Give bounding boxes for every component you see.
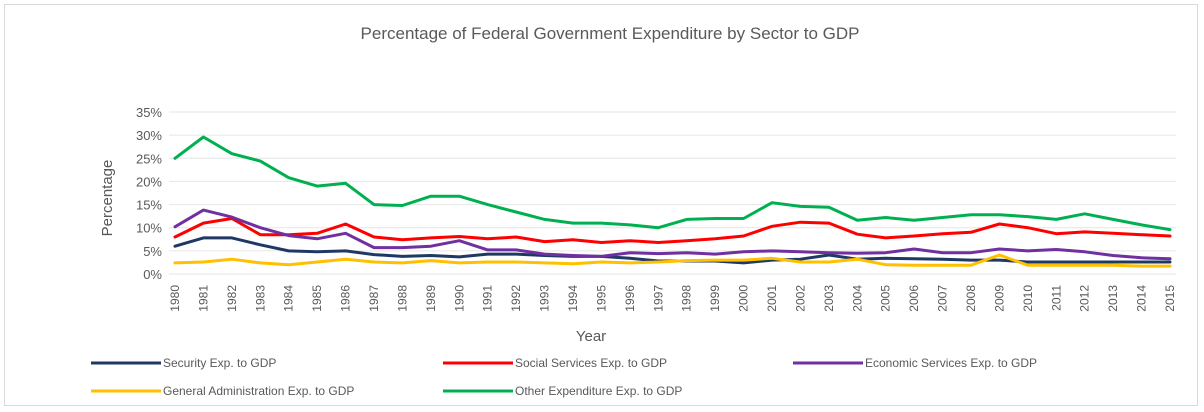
x-tick-label: 1984	[282, 285, 296, 312]
x-tick-label: 2011	[1049, 285, 1063, 311]
x-tick-label: 2010	[1021, 285, 1035, 312]
x-tick-label: 1997	[651, 285, 665, 312]
x-tick-label: 1988	[395, 285, 409, 312]
series-line	[173, 217, 1172, 244]
x-tick-label: 1994	[566, 285, 580, 312]
x-tick-label: 1986	[339, 285, 353, 312]
x-axis-title: Year	[576, 328, 606, 345]
x-tick-label: 1989	[424, 285, 438, 312]
y-tick-label: 10%	[136, 221, 162, 236]
x-tick-label: 1998	[680, 285, 694, 312]
x-tick-label: 2012	[1078, 285, 1092, 312]
x-tick-label: 1995	[594, 285, 608, 312]
series-line	[173, 135, 1172, 232]
x-tick-label: 2003	[822, 285, 836, 312]
x-tick-label: 2014	[1135, 285, 1149, 312]
x-tick-label: 1987	[367, 285, 381, 312]
x-tick-label: 2001	[765, 285, 779, 312]
x-tick-label: 2004	[850, 285, 864, 312]
chart-title: Percentage of Federal Government Expendi…	[361, 24, 860, 43]
x-tick-label: 2009	[992, 285, 1006, 312]
legend-label: General Administration Exp. to GDP	[163, 384, 354, 398]
x-tick-label: 1990	[452, 285, 466, 312]
x-tick-label: 1996	[623, 285, 637, 312]
x-tick-label: 2006	[907, 285, 921, 312]
series-lines	[173, 135, 1172, 268]
x-tick-label: 2007	[936, 285, 950, 312]
x-tick-label: 2013	[1106, 285, 1120, 312]
x-tick-label: 2008	[964, 285, 978, 312]
y-tick-label: 5%	[143, 244, 162, 259]
x-tick-label: 1991	[481, 285, 495, 312]
x-tick-label: 2000	[737, 285, 751, 312]
x-tick-label: 1985	[310, 285, 324, 312]
y-tick-label: 30%	[136, 128, 162, 143]
x-tick-label: 2002	[793, 285, 807, 312]
x-tick-label: 1983	[253, 285, 267, 312]
series-line	[173, 208, 1172, 261]
x-tick-label: 1981	[196, 285, 210, 312]
x-tick-label: 1999	[708, 285, 722, 312]
y-tick-label: 25%	[136, 151, 162, 166]
y-axis-ticks: 0% 5% 10% 15% 20% 25% 30% 35%	[136, 105, 162, 282]
x-tick-label: 2005	[879, 285, 893, 312]
x-tick-label: 1992	[509, 285, 523, 312]
legend: Security Exp. to GDP Social Services Exp.…	[91, 356, 1037, 398]
y-tick-label: 15%	[136, 198, 162, 213]
legend-label: Other Expenditure Exp. to GDP	[515, 384, 682, 398]
chart-frame: Percentage of Federal Government Expendi…	[4, 4, 1198, 406]
y-tick-label: 35%	[136, 105, 162, 120]
x-tick-label: 1982	[225, 285, 239, 312]
x-axis-ticks: 1980 1981 1982 1983 1984 1985 1986 1987 1988 1989…	[168, 285, 1177, 312]
line-chart: Percentage of Federal Government Expendi…	[91, 24, 1177, 398]
legend-label: Social Services Exp. to GDP	[515, 356, 667, 370]
legend-label: Security Exp. to GDP	[163, 356, 276, 370]
series-line	[173, 253, 1172, 268]
y-axis-title: Percentage	[99, 160, 116, 237]
x-tick-label: 1993	[538, 285, 552, 312]
y-tick-label: 20%	[136, 174, 162, 189]
y-tick-label: 0%	[143, 267, 162, 282]
legend-label: Economic Services Exp. to GDP	[865, 356, 1037, 370]
x-tick-label: 2015	[1163, 285, 1177, 312]
x-tick-label: 1980	[168, 285, 182, 312]
